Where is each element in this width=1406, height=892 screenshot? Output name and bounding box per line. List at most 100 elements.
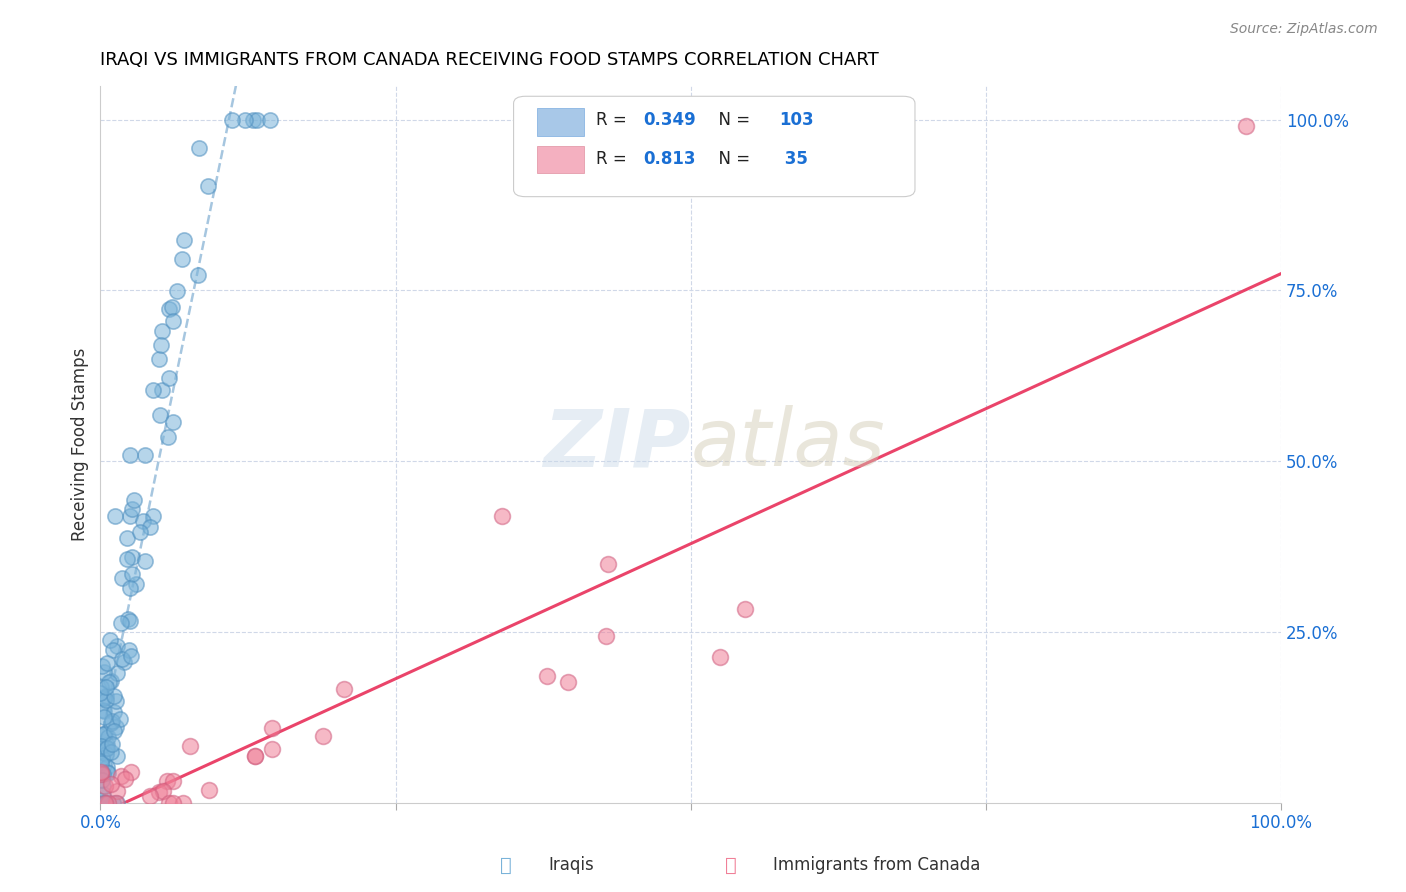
- Point: [90, 745, 112, 759]
- Point: [332, 681, 354, 696]
- Point: [118, 581, 141, 595]
- Point: [101, 796, 124, 810]
- Point: [111, 652, 134, 666]
- Point: [100, 745, 122, 759]
- Point: [115, 531, 138, 545]
- Point: [100, 673, 122, 688]
- Point: [93, 691, 115, 706]
- Point: [96, 747, 118, 762]
- Point: [93, 727, 115, 741]
- Point: [157, 302, 180, 317]
- Point: [103, 508, 125, 523]
- Text: 103: 103: [779, 111, 814, 129]
- Point: [557, 675, 579, 690]
- Point: [221, 112, 243, 127]
- Point: [179, 739, 201, 753]
- Point: [100, 777, 122, 791]
- Point: [110, 616, 132, 631]
- Point: [97, 765, 120, 780]
- Point: [94, 796, 117, 810]
- Point: [93, 704, 115, 718]
- Point: [149, 408, 172, 422]
- Point: [197, 178, 219, 193]
- Point: [187, 268, 209, 282]
- Point: [243, 748, 266, 763]
- Point: [93, 727, 115, 741]
- Point: [111, 571, 134, 585]
- Point: [125, 577, 148, 591]
- Point: [120, 765, 142, 780]
- Point: [90, 766, 112, 780]
- Text: N =: N =: [709, 150, 756, 168]
- Point: [162, 416, 184, 430]
- Point: [93, 757, 115, 772]
- Point: [91, 780, 114, 794]
- Point: [105, 694, 128, 708]
- Text: Immigrants from Canada: Immigrants from Canada: [773, 856, 980, 874]
- Point: [139, 520, 162, 534]
- Point: [97, 730, 120, 744]
- Point: [134, 553, 156, 567]
- Point: [98, 675, 121, 690]
- Point: [156, 430, 179, 444]
- Point: [150, 324, 173, 338]
- Point: [112, 655, 135, 669]
- Text: Source: ZipAtlas.com: Source: ZipAtlas.com: [1230, 22, 1378, 37]
- Point: [152, 784, 174, 798]
- Point: [90, 739, 112, 754]
- Point: [596, 557, 619, 571]
- Point: [491, 508, 513, 523]
- Point: [91, 658, 114, 673]
- Point: [89, 686, 111, 700]
- Point: [114, 772, 136, 786]
- Point: [105, 796, 128, 810]
- Point: [108, 712, 131, 726]
- Point: [142, 383, 165, 397]
- Point: [96, 680, 118, 694]
- Point: [105, 720, 128, 734]
- Point: [105, 665, 128, 680]
- Point: [120, 448, 142, 462]
- Point: [103, 643, 125, 657]
- Point: [103, 705, 125, 719]
- Point: [157, 796, 180, 810]
- Point: [90, 796, 112, 810]
- Point: [93, 787, 115, 801]
- Point: [134, 448, 156, 462]
- Point: [105, 748, 128, 763]
- Point: [162, 773, 184, 788]
- Point: [709, 650, 731, 665]
- Point: [160, 301, 183, 315]
- Point: [170, 252, 193, 267]
- Point: [595, 629, 617, 643]
- Text: ⬜: ⬜: [725, 855, 737, 875]
- Text: IRAQI VS IMMIGRANTS FROM CANADA RECEIVING FOOD STAMPS CORRELATION CHART: IRAQI VS IMMIGRANTS FROM CANADA RECEIVIN…: [100, 51, 879, 69]
- Text: 35: 35: [779, 150, 808, 168]
- Point: [94, 779, 117, 793]
- Point: [90, 767, 112, 781]
- Point: [120, 648, 142, 663]
- Point: [93, 703, 115, 717]
- Y-axis label: Receiving Food Stamps: Receiving Food Stamps: [72, 347, 89, 541]
- Point: [1234, 120, 1257, 134]
- Point: [115, 551, 138, 566]
- Point: [118, 508, 141, 523]
- Point: [94, 689, 117, 703]
- Point: [198, 783, 221, 797]
- Point: [97, 796, 120, 810]
- Point: [162, 314, 184, 328]
- Point: [122, 493, 145, 508]
- Point: [121, 549, 143, 564]
- Point: [187, 141, 209, 155]
- Text: R =: R =: [596, 111, 633, 129]
- Point: [98, 633, 121, 648]
- Point: [148, 785, 170, 799]
- Point: [536, 669, 558, 683]
- Point: [312, 729, 335, 743]
- Point: [96, 742, 118, 756]
- Point: [90, 765, 112, 780]
- Point: [110, 769, 132, 783]
- Point: [96, 740, 118, 755]
- Text: ZIP: ZIP: [543, 405, 690, 483]
- Point: [100, 715, 122, 730]
